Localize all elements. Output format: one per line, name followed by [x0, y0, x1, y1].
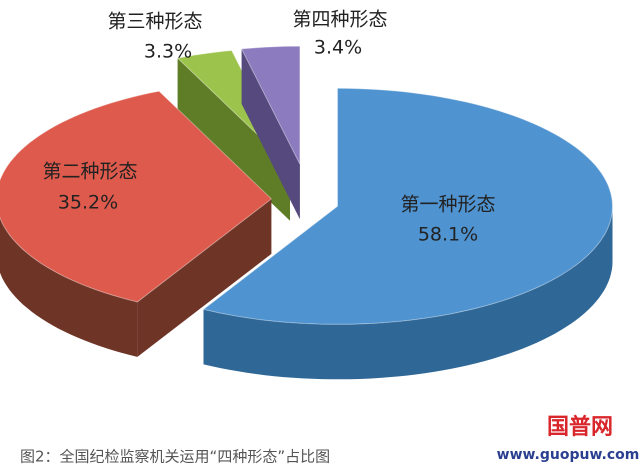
slice-side — [203, 206, 613, 380]
slice-wall — [241, 48, 300, 220]
slice-wall — [177, 58, 290, 221]
slice-wall — [137, 198, 272, 357]
value-label: 3.4% — [314, 37, 362, 59]
value-label: 3.3% — [144, 41, 192, 63]
value-label: 58.1% — [418, 224, 478, 246]
caption: 图2：全国纪检监察机关运用“四种形态”占比图 — [20, 448, 330, 466]
value-label: 35.2% — [58, 192, 118, 214]
pie — [0, 45, 614, 380]
category-label: 第二种形态 — [42, 161, 137, 183]
labels: 第三种形态 3.3% 第四种形态 3.4% 第二种形态 35.2% 第一种形态 58.1% — [42, 9, 495, 246]
category-label: 第四种形态 — [292, 9, 387, 31]
category-label: 第三种形态 — [107, 11, 202, 33]
category-label: 第一种形态 — [400, 194, 495, 216]
slice — [240, 45, 301, 165]
slice — [0, 90, 273, 303]
slice-side — [0, 217, 138, 357]
watermark-url: www.guopuw.com — [497, 447, 640, 463]
slice — [202, 87, 614, 325]
watermark-name: 国普网 — [547, 414, 613, 440]
